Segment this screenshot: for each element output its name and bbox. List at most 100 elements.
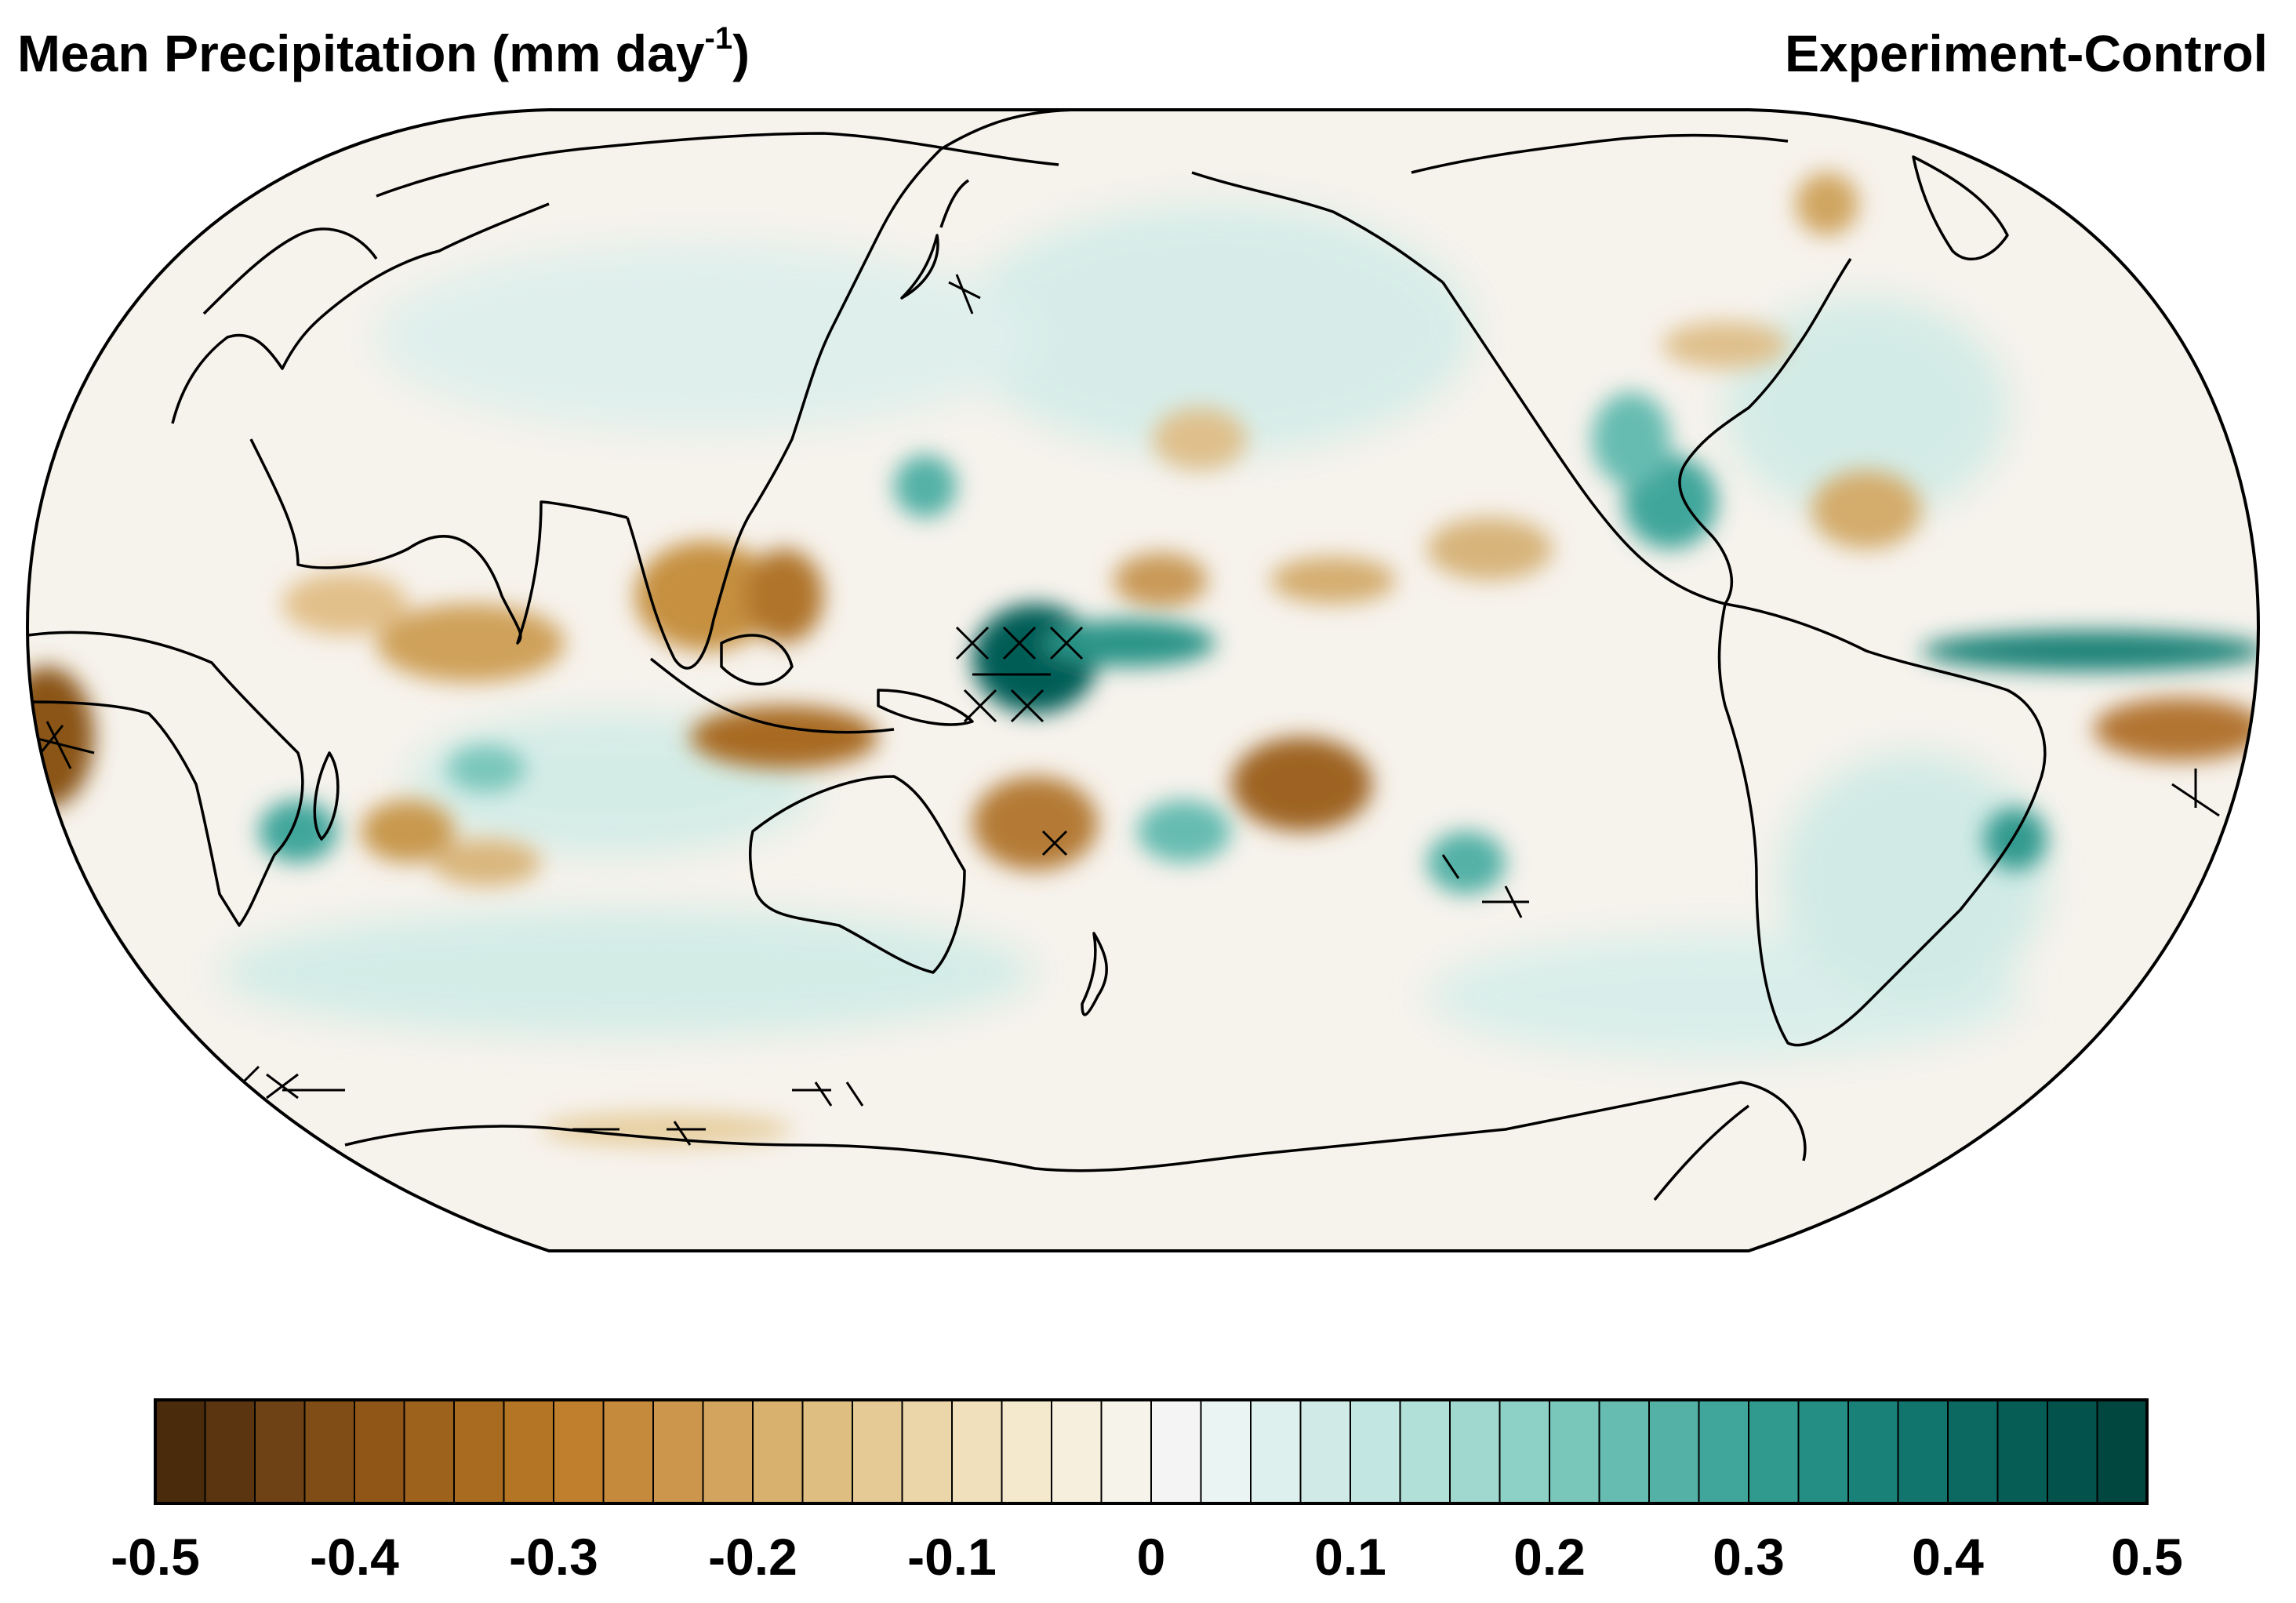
colorbar-ticks: -0.5 -0.4 -0.3 -0.2 -0.1 0 0.1 0.2 0.3 0.4 0.5 <box>111 1528 2183 1586</box>
colorbar-swatch <box>553 1399 605 1504</box>
hatch-south-atlantic <box>2171 769 2220 817</box>
anomaly-south-china-sea-brown <box>745 549 823 643</box>
coast-siberia <box>376 132 1059 198</box>
coast-greenland <box>1912 155 2009 260</box>
coast-east-asia <box>830 110 1083 330</box>
colorbar-swatch <box>1449 1399 1501 1504</box>
colorbar-tick-label: -0.2 <box>708 1528 797 1586</box>
anomaly-madagascar-brown <box>361 800 455 863</box>
colorbar-swatch <box>1897 1399 1949 1504</box>
anomaly-itcz-atlantic-teal <box>1921 631 2258 671</box>
anomaly-mexico-brown <box>1427 518 1553 580</box>
coast-new-guinea <box>877 689 974 726</box>
colorbar-swatch <box>2096 1399 2148 1504</box>
colorbar-tick-label: -0.3 <box>509 1528 598 1586</box>
colorbar-swatch <box>1051 1399 1103 1504</box>
colorbar-swatch <box>303 1399 355 1504</box>
coast-madagascar <box>313 751 340 841</box>
coast-borneo <box>720 634 794 686</box>
colorbar-swatch <box>354 1399 405 1504</box>
anomaly-bay-of-bengal-brown <box>635 541 776 651</box>
coast-canada-arctic <box>1411 133 1789 174</box>
coast-new-zealand <box>1081 932 1108 1016</box>
anomaly-south-pacific-teal <box>1427 831 1506 894</box>
colorbar-swatch <box>403 1399 455 1504</box>
colorbar-swatch <box>602 1399 654 1504</box>
colorbar-swatch <box>702 1399 754 1504</box>
anomaly-atlantic-teal <box>1725 298 2007 518</box>
coast-europe <box>171 202 550 424</box>
colorbar-swatch <box>1748 1399 1800 1504</box>
colorbar-tick-label: -0.5 <box>111 1528 200 1586</box>
anomaly-south-pacific-teal-2 <box>1137 800 1231 863</box>
hatch-southern-ocean-3 <box>572 1121 706 1146</box>
colorbar-swatch <box>1250 1399 1302 1504</box>
colorbar-swatch <box>1996 1399 2048 1504</box>
colorbar-swatch <box>503 1399 554 1504</box>
anomaly-greenland-brown <box>1796 173 1858 235</box>
colorbar-swatch <box>1847 1399 1899 1504</box>
anomaly-brazil-teal <box>1984 808 2047 871</box>
anomaly-coral-sea-brown <box>972 776 1098 871</box>
globe-outline <box>25 108 2261 1252</box>
coast-antarctic-peninsula <box>1653 1104 1750 1201</box>
hatch-coral-sea <box>1041 830 1068 856</box>
anomaly-central-pacific-brown <box>1113 553 1208 608</box>
colorbar-swatch <box>1648 1399 1700 1504</box>
anomaly-spcz-brown <box>1231 737 1372 831</box>
hatch-japan <box>948 274 981 314</box>
colorbar-swatch <box>752 1399 804 1504</box>
colorbar-tick-label: 0.2 <box>1513 1528 1586 1586</box>
precipitation-map <box>25 108 2261 1252</box>
colorbar-swatch <box>1499 1399 1550 1504</box>
colorbar-tick-label: 0 <box>1137 1528 1166 1586</box>
anomaly-philippine-sea-teal <box>894 455 957 518</box>
anomaly-itcz-pacific-teal <box>1043 620 1215 667</box>
coast-japan <box>900 179 970 300</box>
colorbar-swatch <box>154 1399 206 1504</box>
map-title: Mean Precipitation (mm day-1) <box>17 21 750 82</box>
coast-australia <box>748 775 966 974</box>
hatch-west-pacific <box>955 626 1084 723</box>
anomaly-south-indian-brown <box>431 839 541 886</box>
colorbar-swatch <box>1698 1399 1749 1504</box>
colorbar-tick-label: 0.4 <box>1912 1528 1984 1586</box>
precip-field <box>27 110 2258 1251</box>
anomaly-north-pacific-brown <box>1153 408 1247 471</box>
coast-south-america <box>1717 602 2047 1047</box>
colorbar-swatches <box>154 1399 2148 1504</box>
coast-arabia-india <box>249 438 628 645</box>
colorbar-swatch <box>1549 1399 1600 1504</box>
anomaly-atlantic-brown <box>1811 471 1921 549</box>
colorbar-swatch <box>1947 1399 1999 1504</box>
colorbar-swatch <box>1598 1399 1650 1504</box>
coast-africa <box>27 631 304 927</box>
colorbar-swatch <box>951 1399 1003 1504</box>
colorbar-swatch <box>1150 1399 1202 1504</box>
colorbar-tick-label: 0.5 <box>2111 1528 2183 1586</box>
coast-southeast-asia <box>626 329 833 670</box>
anomaly-north-pacific-teal <box>957 204 1474 455</box>
coast-alaska <box>1191 171 1444 284</box>
anomaly-south-america-teal <box>1780 753 2047 1004</box>
colorbar-tick-label: -0.1 <box>907 1528 997 1586</box>
coast-sumatra-java <box>649 657 895 734</box>
coast-antarctica <box>344 1081 1807 1172</box>
experiment-label: Experiment-Control <box>1784 24 2268 82</box>
colorbar-swatch <box>1100 1399 1152 1504</box>
coast-north-america-west <box>1441 282 1726 605</box>
anomaly-gulf-of-mexico-teal <box>1592 392 1670 486</box>
anomaly-southern-ocean-teal <box>220 910 1035 1035</box>
colorbar-swatch <box>254 1399 306 1504</box>
colorbar-swatch <box>901 1399 953 1504</box>
colorbar-swatch <box>1001 1399 1052 1504</box>
anomaly-mozambique-teal <box>259 800 337 863</box>
anomaly-south-atlantic-brown <box>2094 698 2258 761</box>
coast-north-america-east <box>1678 258 1852 605</box>
colorbar-tick-label: 0.1 <box>1314 1528 1386 1586</box>
colorbar-swatch <box>1200 1399 1252 1504</box>
colorbar-swatch <box>1797 1399 1849 1504</box>
anomaly-east-pacific-brown <box>1270 557 1396 604</box>
hatch-southern-ocean-2 <box>792 1081 864 1107</box>
